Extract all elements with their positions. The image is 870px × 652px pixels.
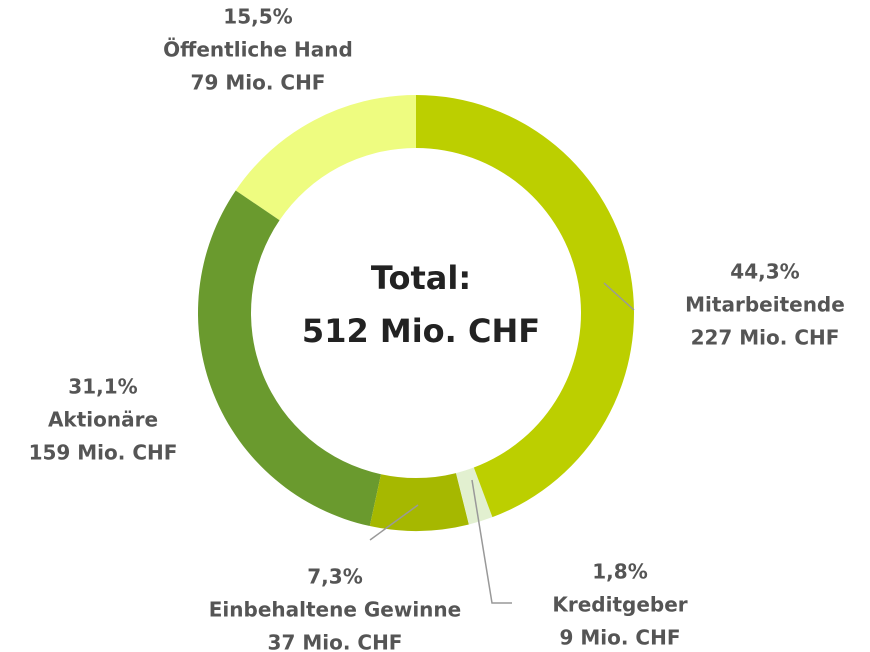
slice-percent: 31,1% xyxy=(68,375,137,399)
slice-name: Mitarbeitende xyxy=(685,293,845,317)
slice-amount: 9 Mio. CHF xyxy=(559,626,680,650)
slice-amount: 159 Mio. CHF xyxy=(29,441,178,465)
slice-name: Aktionäre xyxy=(48,408,158,432)
center-value: 512 Mio. CHF xyxy=(302,312,540,350)
slice xyxy=(235,95,416,221)
slice-name: Kreditgeber xyxy=(552,593,687,617)
slice-amount: 227 Mio. CHF xyxy=(691,326,840,350)
slice-percent: 1,8% xyxy=(592,560,647,584)
leader-line xyxy=(603,282,635,311)
slice-name: Einbehaltene Gewinne xyxy=(209,598,461,622)
slice-percent: 44,3% xyxy=(730,260,799,284)
slice xyxy=(198,190,382,527)
slice-name: Öffentliche Hand xyxy=(163,38,353,62)
slice-amount: 37 Mio. CHF xyxy=(268,631,403,652)
slice-amount: 79 Mio. CHF xyxy=(191,71,326,95)
slice-percent: 7,3% xyxy=(307,565,362,589)
leader-line xyxy=(471,479,512,604)
slice-percent: 15,5% xyxy=(223,5,292,29)
center-title: Total: xyxy=(371,259,471,297)
leader-line xyxy=(369,504,419,541)
slice xyxy=(416,95,634,518)
slice xyxy=(369,473,469,531)
